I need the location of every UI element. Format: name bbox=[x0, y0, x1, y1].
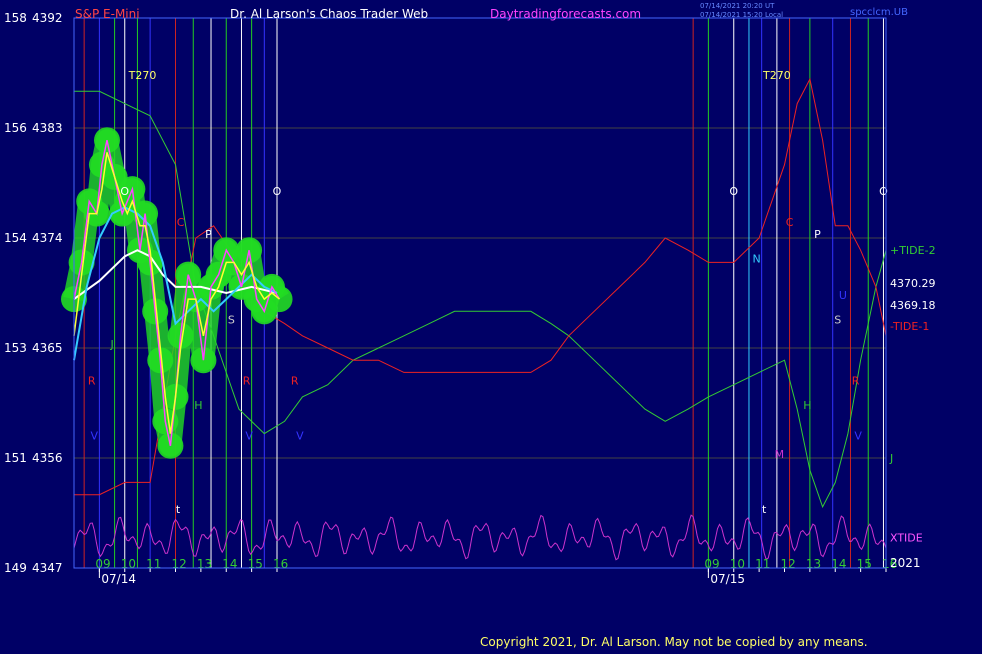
chart-marker-label: T270 bbox=[762, 69, 791, 82]
y-tick-price-label: 4374 bbox=[32, 231, 63, 245]
chart-marker-label: O bbox=[273, 185, 282, 198]
chart-marker-label: C bbox=[177, 216, 185, 229]
x-tick-label: 13 bbox=[197, 557, 212, 571]
chart-marker-label: J bbox=[109, 338, 113, 351]
chart-marker-label: R bbox=[243, 375, 251, 388]
chart-marker-label: U bbox=[839, 289, 847, 302]
x-tick-label: 12 bbox=[781, 557, 796, 571]
chart-marker-label: V bbox=[854, 430, 862, 443]
x-tick-label: 13 bbox=[806, 557, 821, 571]
plot-frame bbox=[73, 17, 887, 569]
chart-marker-label: V bbox=[245, 430, 253, 443]
timestamp-local: 07/14/2021 15:20 Local bbox=[700, 11, 783, 19]
chart-marker-label: P bbox=[205, 228, 212, 241]
x-tick-label: 10 bbox=[121, 557, 136, 571]
chart-marker-label: R bbox=[291, 375, 299, 388]
x-tick-label: 16 bbox=[273, 557, 288, 571]
x-tick-label: 09 bbox=[704, 557, 719, 571]
x-tick-label: 10 bbox=[730, 557, 745, 571]
mid-average-line bbox=[73, 206, 278, 361]
y-tick-price-label: 4392 bbox=[32, 11, 63, 25]
data-file-label: spcclcm.UB bbox=[850, 7, 908, 18]
chart-marker-label: S bbox=[228, 314, 235, 327]
chart-marker-label: V bbox=[91, 430, 99, 443]
x-tick-label: 14 bbox=[831, 557, 846, 571]
right-side-label: 4370.29 bbox=[890, 277, 936, 290]
chart-marker-label: O bbox=[120, 185, 129, 198]
right-side-label: XTIDE bbox=[890, 531, 923, 544]
tide-upper-line bbox=[74, 90, 887, 509]
xtide-line bbox=[73, 514, 887, 561]
y-tick-price-label: 4365 bbox=[32, 341, 63, 355]
chart-marker-label: T270 bbox=[128, 69, 157, 82]
copyright-notice: Copyright 2021, Dr. Al Larson. May not b… bbox=[480, 635, 868, 649]
y-tick-price-label: 4356 bbox=[32, 451, 63, 465]
chart-marker-label: t bbox=[762, 503, 767, 516]
series-layer bbox=[61, 77, 887, 561]
site-link[interactable]: Daytradingforecasts.com bbox=[490, 7, 641, 21]
y-tick-left-label: 149 bbox=[4, 561, 27, 575]
chart-marker-label: O bbox=[879, 185, 888, 198]
chart-marker-label: P bbox=[814, 228, 821, 241]
y-tick-price-label: 4347 bbox=[32, 561, 63, 575]
y-tick-price-label: 4383 bbox=[32, 121, 63, 135]
y-tick-left-label: 151 bbox=[4, 451, 27, 465]
price-line bbox=[73, 140, 281, 446]
chart-marker-label: N bbox=[752, 252, 760, 265]
x-tick-label: 12 bbox=[172, 557, 187, 571]
y-tick-left-label: 153 bbox=[4, 341, 27, 355]
chart-marker-label: H bbox=[194, 399, 202, 412]
chart-marker-label: H bbox=[803, 399, 811, 412]
x-tick-label: 11 bbox=[146, 557, 161, 571]
chart-marker-label: S bbox=[834, 314, 841, 327]
timestamp-ut: 07/14/2021 20:20 UT bbox=[700, 2, 775, 10]
date-label: 07/15 bbox=[710, 572, 745, 586]
symbol-title: S&P E-Mini bbox=[75, 7, 140, 21]
y-tick-left-label: 154 bbox=[4, 231, 27, 245]
chart-marker-label: t bbox=[176, 503, 181, 516]
x-tick-label: 15 bbox=[857, 557, 872, 571]
chart-marker-label: V bbox=[296, 430, 304, 443]
x-tick-label: 15 bbox=[248, 557, 263, 571]
chart-marker-label: R bbox=[852, 375, 860, 388]
x-tick-label: 09 bbox=[95, 557, 110, 571]
chart-marker-label: C bbox=[786, 216, 794, 229]
chart-marker-label: R bbox=[88, 375, 96, 388]
date-label: 07/14 bbox=[101, 572, 136, 586]
y-tick-left-label: 158 bbox=[4, 11, 27, 25]
y-tick-left-label: 156 bbox=[4, 121, 27, 135]
chart-marker-label: M bbox=[775, 448, 785, 461]
x-tick-label: 11 bbox=[755, 557, 770, 571]
year-label: 2021 bbox=[890, 556, 921, 570]
fast-average-line bbox=[73, 152, 280, 434]
right-side-label: +TIDE-2 bbox=[890, 244, 936, 257]
right-side-label: J bbox=[889, 452, 893, 465]
chart-marker-label: O bbox=[729, 185, 738, 198]
right-side-label: 4369.18 bbox=[890, 299, 936, 312]
site-title: Dr. Al Larson's Chaos Trader Web bbox=[230, 7, 428, 21]
right-side-label: -TIDE-1 bbox=[890, 320, 929, 333]
x-tick-label: 14 bbox=[222, 557, 237, 571]
